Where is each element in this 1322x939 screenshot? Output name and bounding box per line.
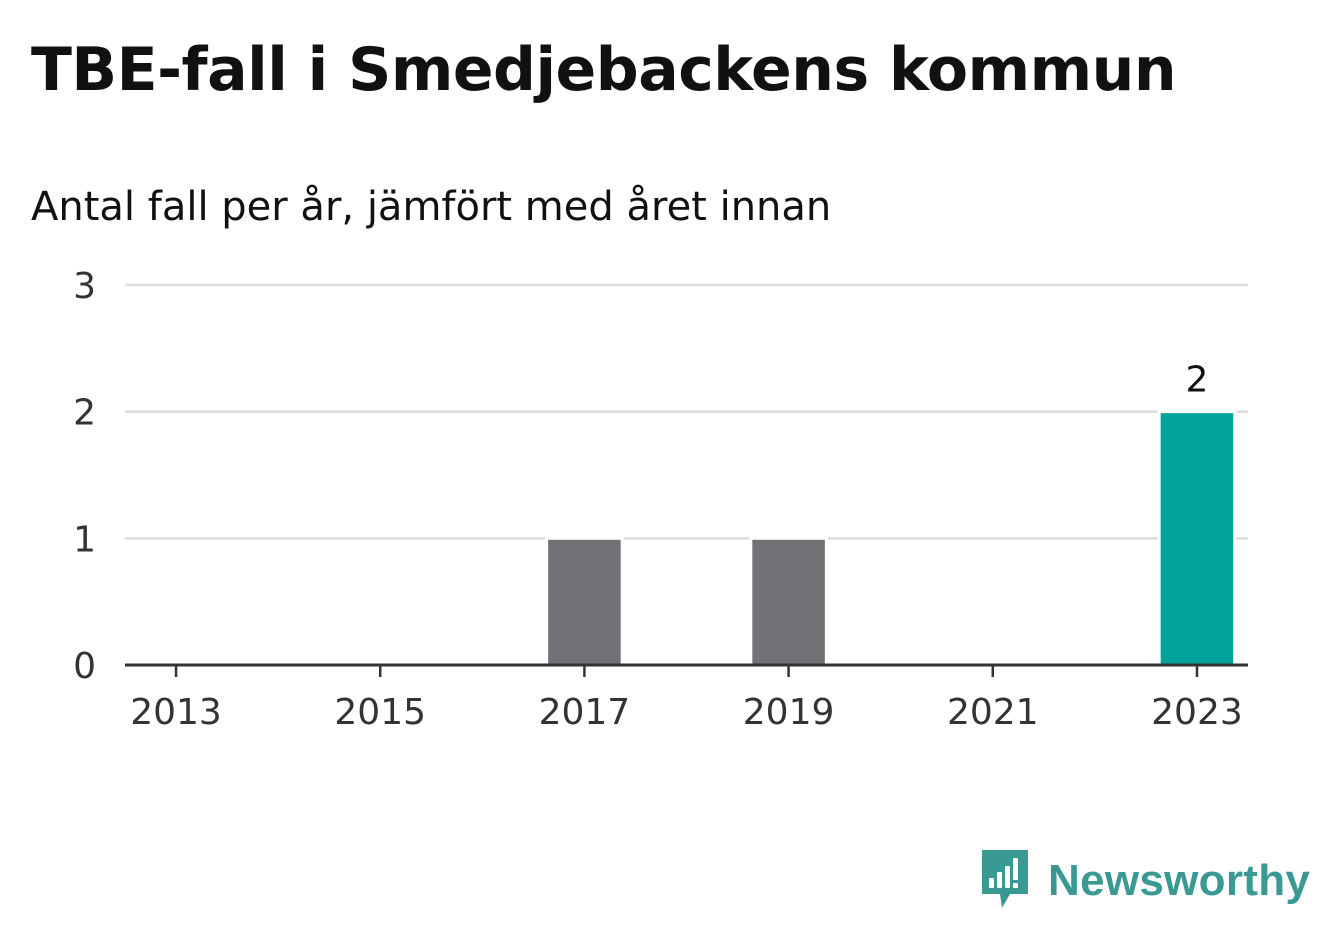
- x-tick-label: 2021: [947, 692, 1039, 733]
- y-tick-label: 1: [73, 519, 96, 560]
- y-tick-label: 2: [73, 393, 96, 434]
- chart-subtitle: Antal fall per år, jämfört med året inna…: [31, 184, 832, 230]
- data-label: 2: [1186, 360, 1209, 401]
- x-tick-label: 2023: [1151, 692, 1243, 733]
- bar-2023: [1157, 410, 1237, 667]
- newsworthy-logo: Newsworthy: [980, 848, 1310, 914]
- bar-2019: [749, 536, 828, 667]
- x-tick-label: 2013: [130, 692, 222, 733]
- newsworthy-logo-text: Newsworthy: [1048, 856, 1311, 905]
- y-tick-label: 3: [73, 266, 96, 307]
- newsworthy-chart-icon: [980, 848, 1030, 914]
- chart-title: TBE-fall i Smedjebackens kommun: [31, 35, 1177, 105]
- x-tick-label: 2015: [334, 692, 426, 733]
- x-tick-label: 2019: [743, 692, 835, 733]
- bar-2017: [545, 536, 624, 667]
- y-tick-label: 0: [73, 646, 96, 687]
- x-tick-label: 2017: [539, 692, 631, 733]
